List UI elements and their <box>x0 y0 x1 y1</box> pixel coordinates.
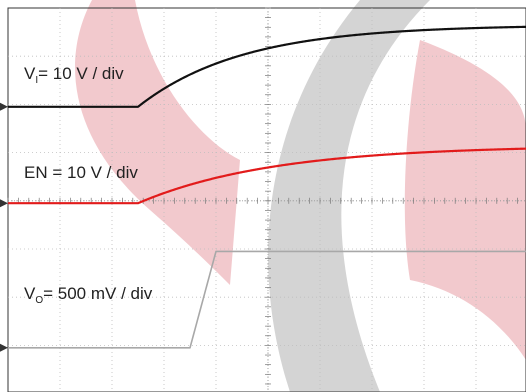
label-vi-sub: I <box>35 75 38 86</box>
channel-marker-en <box>0 199 8 208</box>
trace-en <box>7 147 526 205</box>
trace-vi <box>7 25 526 108</box>
label-vo: VO= 500 mV / div <box>24 284 153 306</box>
channel-marker-vi <box>0 102 8 111</box>
channel-markers <box>0 102 8 352</box>
traces <box>7 25 526 349</box>
channel-marker-vo <box>0 343 8 352</box>
label-vi-main: V <box>24 64 36 83</box>
label-en: EN = 10 V / div <box>24 163 138 182</box>
label-vi: VI= 10 V / div <box>24 64 124 86</box>
watermark-logo <box>75 0 526 392</box>
label-vo-sub: O <box>35 295 43 306</box>
watermark-red-swoosh-left <box>75 0 240 285</box>
watermark-grey-band <box>268 0 430 392</box>
trace-vo <box>8 250 526 349</box>
label-vi-scale: = 10 V / div <box>38 64 124 83</box>
label-vo-main: V <box>24 284 36 303</box>
label-vo-scale: = 500 mV / div <box>43 284 153 303</box>
